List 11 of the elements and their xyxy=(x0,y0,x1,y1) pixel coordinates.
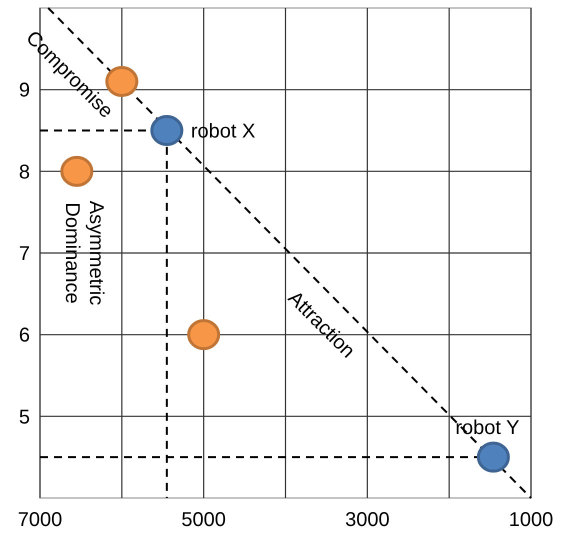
annotation: robot Y xyxy=(455,417,520,440)
x-tick-label: 3000 xyxy=(345,509,390,531)
y-tick-label: 8 xyxy=(18,161,30,184)
annotation: Asymmetric Dominance xyxy=(61,200,107,306)
x-tick-label: 1000 xyxy=(508,509,554,531)
y-tick-label: 5 xyxy=(18,406,30,428)
y-tick-label: 7 xyxy=(18,243,30,265)
x-tick-label: 5000 xyxy=(181,509,226,531)
x-tick-label: 7000 xyxy=(18,509,62,531)
y-tick-label: 6 xyxy=(18,324,30,347)
y-tick-label: 9 xyxy=(18,80,30,102)
